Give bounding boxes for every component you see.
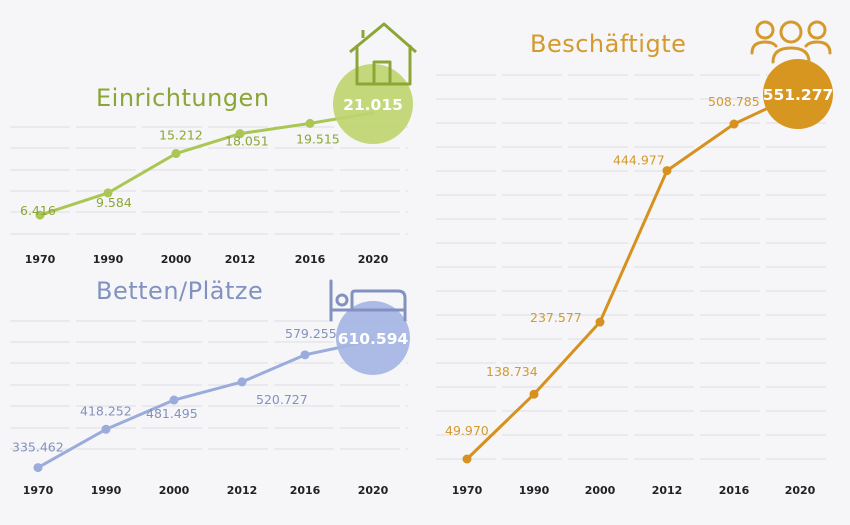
chart-title-beschaeftigte: Beschäftigte <box>530 30 686 58</box>
x-tick-label: 2020 <box>358 253 389 266</box>
data-label: 6.416 <box>20 203 56 218</box>
series-line-einrichtungen <box>38 111 375 217</box>
data-point <box>171 149 181 159</box>
x-tick-label: 1970 <box>452 484 483 497</box>
x-tick-label: 1970 <box>25 253 56 266</box>
data-label: 579.255 <box>285 326 337 341</box>
data-label: 481.495 <box>146 406 198 421</box>
gridlines <box>10 74 826 460</box>
chart-betten-plaetze: Betten/Plätze 1970 1990 2000 2012 2016 2020 3… <box>12 277 410 497</box>
data-point <box>169 395 179 405</box>
chart-einrichtungen: Einrichtungen 1970 1990 2000 2012 2016 2020 6… <box>20 22 417 266</box>
people-group-icon <box>750 20 832 64</box>
highlight-bubble-betten-plaetze <box>336 301 410 375</box>
highlight-bubble-beschaeftigte <box>763 59 833 129</box>
data-point <box>595 317 605 327</box>
data-point <box>237 377 247 387</box>
data-label: 418.252 <box>80 403 132 418</box>
highlight-value-einrichtungen: 21.015 <box>343 96 403 114</box>
x-tick-label: 2000 <box>161 253 192 266</box>
x-tick-label: 2000 <box>585 484 616 497</box>
data-label: 520.727 <box>256 392 308 407</box>
data-point <box>33 463 43 473</box>
x-tick-label: 2012 <box>227 484 258 497</box>
x-tick-label: 2016 <box>290 484 321 497</box>
data-point <box>305 118 315 128</box>
highlight-value-beschaeftigte: 551.277 <box>763 86 834 104</box>
data-point <box>729 119 739 129</box>
highlight-value-betten-plaetze: 610.594 <box>338 330 409 348</box>
data-point <box>529 389 539 399</box>
chart-title-betten-plaetze: Betten/Plätze <box>96 277 263 305</box>
data-point <box>235 129 245 139</box>
data-point <box>462 454 472 464</box>
x-tick-label: 1990 <box>93 253 124 266</box>
x-tick-label: 2016 <box>719 484 750 497</box>
data-point <box>101 424 111 434</box>
data-label: 138.734 <box>486 364 538 379</box>
x-tick-label: 1990 <box>519 484 550 497</box>
data-point <box>662 166 672 176</box>
data-label: 18.051 <box>225 134 269 149</box>
data-point <box>300 350 310 360</box>
x-tick-label: 2020 <box>785 484 816 497</box>
data-label: 49.970 <box>445 423 489 438</box>
data-point <box>103 188 113 198</box>
data-label: 508.785 <box>708 94 760 109</box>
data-point <box>35 210 45 220</box>
data-label: 444.977 <box>613 153 665 168</box>
data-label: 19.515 <box>296 131 340 146</box>
x-tick-label: 1990 <box>91 484 122 497</box>
bed-icon <box>329 279 407 322</box>
data-label: 9.584 <box>96 195 132 210</box>
chart-beschaeftigte: Beschäftigte 1970 1990 2000 2012 2016 2020 49… <box>445 20 834 497</box>
series-line-betten-plaetze <box>36 338 375 470</box>
x-tick-label: 2012 <box>225 253 256 266</box>
data-label: 335.462 <box>12 440 64 455</box>
x-tick-label: 2000 <box>159 484 190 497</box>
x-tick-label: 2016 <box>295 253 326 266</box>
house-icon <box>349 22 417 86</box>
series-line-beschaeftigte <box>465 91 802 461</box>
x-tick-label: 2020 <box>358 484 389 497</box>
x-tick-label: 2012 <box>652 484 683 497</box>
data-label: 237.577 <box>530 310 582 325</box>
data-label: 15.212 <box>159 128 203 143</box>
x-tick-label: 1970 <box>23 484 54 497</box>
chart-title-einrichtungen: Einrichtungen <box>96 84 270 112</box>
